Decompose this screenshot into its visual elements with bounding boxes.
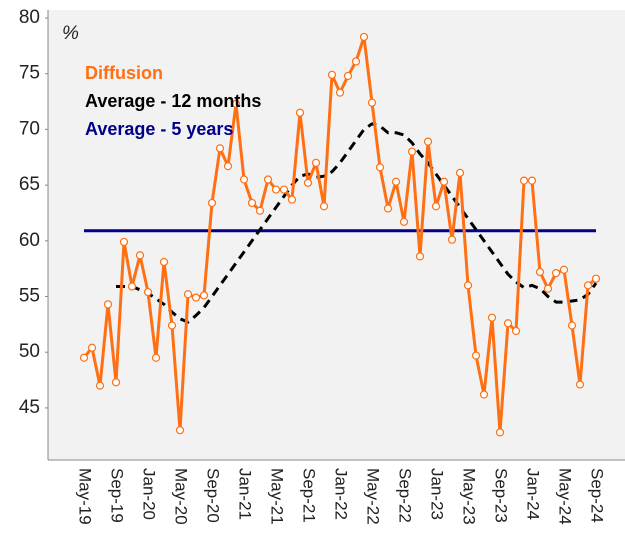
point [527, 176, 537, 185]
point [487, 313, 497, 322]
point [519, 176, 529, 185]
point [543, 284, 553, 293]
point [447, 235, 457, 244]
point [103, 300, 113, 309]
point [367, 98, 377, 107]
point [591, 274, 601, 283]
y-tick-label: 55 [19, 286, 40, 307]
point [391, 177, 401, 186]
point [503, 319, 513, 328]
x-tick-label: Jan-22 [332, 468, 351, 520]
y-tick-label: 50 [19, 341, 40, 362]
point [255, 206, 265, 215]
y-axis-label: % [62, 23, 79, 44]
x-tick-label: Sep-22 [396, 468, 415, 523]
point [223, 162, 233, 171]
legend-entry: Diffusion [85, 63, 163, 83]
point [295, 108, 305, 117]
x-tick-label: May-24 [556, 468, 575, 525]
point [263, 175, 273, 184]
point [319, 202, 329, 211]
point [79, 353, 89, 362]
point [159, 257, 169, 267]
point [127, 282, 137, 291]
x-tick-label: May-19 [76, 468, 95, 525]
point [327, 70, 337, 79]
point [399, 217, 409, 226]
point [247, 198, 257, 208]
point [559, 265, 569, 274]
series-line [116, 122, 598, 324]
point [95, 381, 105, 390]
point [423, 137, 433, 146]
point [151, 353, 161, 362]
x-tick-label: May-20 [172, 468, 191, 525]
point [111, 378, 121, 387]
point [231, 99, 241, 108]
point [215, 144, 225, 153]
point [119, 237, 129, 247]
point [479, 390, 489, 399]
point [511, 326, 521, 336]
point [567, 321, 577, 330]
point [351, 57, 361, 66]
point [135, 251, 145, 260]
point [311, 158, 321, 167]
point [575, 380, 585, 389]
y-tick-label: 70 [19, 118, 40, 139]
x-tick-label: Jan-21 [236, 468, 255, 520]
x-tick-label: Sep-20 [204, 468, 223, 523]
y-tick-label: 75 [19, 63, 40, 84]
legend-entry: Average - 12 months [85, 91, 261, 111]
point [383, 204, 393, 213]
point [199, 291, 209, 300]
point [375, 163, 385, 172]
point [167, 321, 177, 330]
point [191, 293, 201, 302]
point [471, 351, 481, 360]
point [175, 426, 185, 435]
point [359, 32, 369, 42]
point [143, 287, 153, 297]
x-tick-label: Jan-23 [428, 468, 447, 520]
point [239, 175, 249, 184]
point [343, 71, 353, 81]
point [551, 269, 561, 278]
point [535, 267, 545, 277]
point [335, 88, 345, 97]
y-tick-label: 65 [19, 174, 40, 195]
x-tick-label: Jan-24 [524, 468, 543, 520]
point [495, 428, 505, 437]
x-tick-label: Sep-21 [300, 468, 319, 523]
point [303, 178, 313, 187]
x-tick-label: Sep-19 [108, 468, 127, 523]
x-tick-label: May-22 [364, 468, 383, 525]
point [271, 185, 281, 194]
point [439, 177, 449, 186]
legend-entry: Average - 5 years [85, 119, 233, 139]
x-tick-label: Jan-20 [140, 468, 159, 520]
x-tick-label: May-21 [268, 468, 287, 525]
y-tick-label: 80 [19, 7, 40, 28]
x-tick-label: May-23 [460, 468, 479, 525]
y-tick-label: 60 [19, 230, 40, 251]
x-tick-label: Sep-24 [588, 468, 607, 523]
point [431, 202, 441, 211]
y-tick-label: 45 [19, 397, 40, 418]
point [583, 281, 593, 290]
point [455, 168, 465, 177]
point [207, 198, 217, 208]
point [183, 290, 193, 299]
point [415, 252, 425, 261]
point [287, 195, 297, 204]
point [87, 343, 97, 352]
point [279, 185, 289, 194]
point [407, 147, 417, 156]
point [463, 281, 473, 290]
x-tick-label: Sep-23 [492, 468, 511, 523]
